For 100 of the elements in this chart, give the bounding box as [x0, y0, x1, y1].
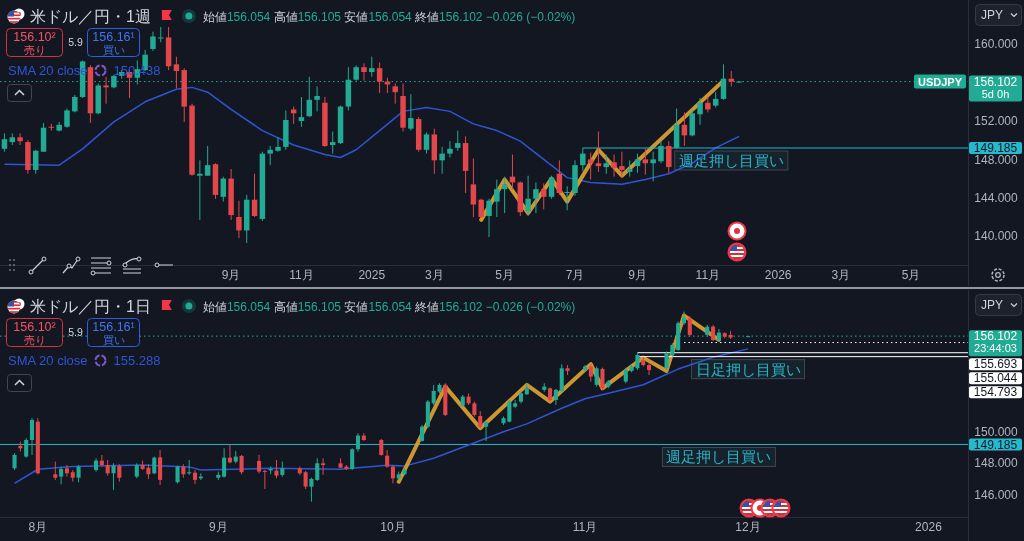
candlestick	[611, 154, 617, 178]
data-label: 155.044	[973, 371, 1018, 386]
y-tick-label: 152.000	[974, 114, 1019, 129]
candlestick	[267, 145, 273, 166]
x-tick-label: 2025	[358, 268, 386, 282]
candlestick	[594, 366, 599, 388]
candlestick	[478, 198, 484, 219]
x-tick-label: 11月	[289, 268, 314, 282]
annotation: 156.10²	[13, 30, 56, 44]
annotation: 週足押し目買い	[666, 448, 772, 466]
x-tick-label: 3月	[831, 268, 851, 282]
candlestick	[239, 454, 244, 475]
candlestick	[355, 432, 361, 453]
candlestick	[408, 93, 414, 132]
candlestick	[17, 132, 23, 146]
candlestick	[658, 140, 664, 164]
price-tag: 155.693	[969, 357, 1022, 372]
candlestick	[275, 136, 281, 153]
candlestick	[314, 85, 320, 112]
x-tick-label: 8月	[28, 520, 48, 534]
candlestick	[634, 153, 641, 174]
price-tag: 156.102 5d 0h	[969, 74, 1022, 102]
candlestick	[720, 63, 727, 101]
candlestick	[158, 26, 164, 43]
data-label: 155.693	[973, 357, 1018, 372]
candlestick	[40, 122, 47, 153]
candlestick	[548, 175, 555, 200]
price-tag: 156.102 23:44:03	[969, 329, 1022, 357]
candlestick	[392, 83, 398, 105]
x-tick-label: 11月	[572, 520, 598, 534]
x-tick-label: 10月	[380, 520, 406, 534]
candlestick	[673, 108, 680, 150]
candlestick	[315, 457, 320, 482]
text: 米ドル／円・1日	[30, 298, 151, 315]
candlestick	[650, 151, 656, 182]
candlestick	[600, 367, 605, 391]
price-tag: 149.185	[969, 141, 1022, 156]
candlestick	[595, 131, 602, 173]
candlestick	[64, 108, 70, 129]
candlestick	[361, 62, 367, 82]
ref-line-label: 149.185	[973, 437, 1018, 452]
candlestick	[533, 181, 539, 214]
candlestick	[274, 459, 279, 479]
candlestick	[204, 145, 211, 177]
annotation: 5.9	[68, 326, 83, 338]
y-axis-title: JPY	[981, 298, 1004, 312]
y-tick-label: 150.000	[974, 424, 1019, 439]
text: 米ドル／円・1週	[30, 8, 151, 25]
text: SMA 20 close	[8, 353, 88, 368]
x-tick-label: 2026	[764, 268, 792, 282]
candlestick	[158, 449, 163, 486]
candlestick	[687, 315, 692, 338]
candlestick	[647, 362, 652, 376]
annotation: 5.9	[68, 36, 83, 48]
candlestick	[564, 185, 570, 211]
candlestick	[298, 96, 305, 128]
candlestick	[24, 437, 29, 459]
candlestick	[321, 457, 326, 476]
x-tick-label: 5月	[901, 268, 921, 282]
candlestick	[369, 56, 375, 78]
price-tag: 154.793	[969, 385, 1022, 400]
candlestick	[222, 447, 227, 479]
annotation: 155.288	[113, 353, 161, 368]
annotation: USDJPY	[917, 75, 963, 88]
candlestick	[556, 159, 563, 196]
candlestick	[257, 454, 262, 474]
candlestick	[423, 132, 430, 155]
x-tick-label: 5月	[495, 268, 514, 282]
candlestick	[251, 173, 258, 218]
candlestick	[32, 149, 39, 175]
candlestick	[64, 464, 69, 478]
candlestick	[29, 417, 35, 456]
candlestick	[484, 420, 489, 442]
annotation: 日足押し目買い	[695, 360, 801, 378]
data-label: 154.793	[973, 385, 1018, 400]
x-tick-label: 9月	[208, 520, 228, 534]
text: 始値156.054 高値156.105 安値156.054 終値156.102 −0.026 (−0.02%)	[202, 300, 576, 314]
candlestick	[525, 175, 531, 217]
annotation: 売り	[23, 43, 46, 56]
candlestick	[541, 182, 547, 210]
candlestick	[187, 459, 192, 476]
candlestick	[689, 108, 695, 137]
candlestick	[447, 140, 453, 158]
candlestick	[103, 76, 109, 105]
candlestick	[303, 470, 308, 490]
candlestick	[619, 151, 625, 179]
candlestick	[1, 132, 8, 153]
candlestick	[236, 200, 242, 239]
y-tick-label: 144.000	[974, 191, 1019, 206]
price-tag: 155.044	[969, 371, 1022, 386]
y-tick-label: 140.000	[974, 229, 1019, 244]
candlestick	[220, 176, 227, 203]
candlestick	[192, 469, 198, 485]
candlestick	[494, 179, 500, 218]
x-tick-label: 3月	[424, 268, 444, 282]
candlestick	[666, 140, 672, 174]
candlestick	[559, 363, 564, 393]
candlestick	[501, 176, 508, 214]
x-tick-label: 9月	[221, 268, 241, 282]
candlestick	[697, 97, 703, 126]
